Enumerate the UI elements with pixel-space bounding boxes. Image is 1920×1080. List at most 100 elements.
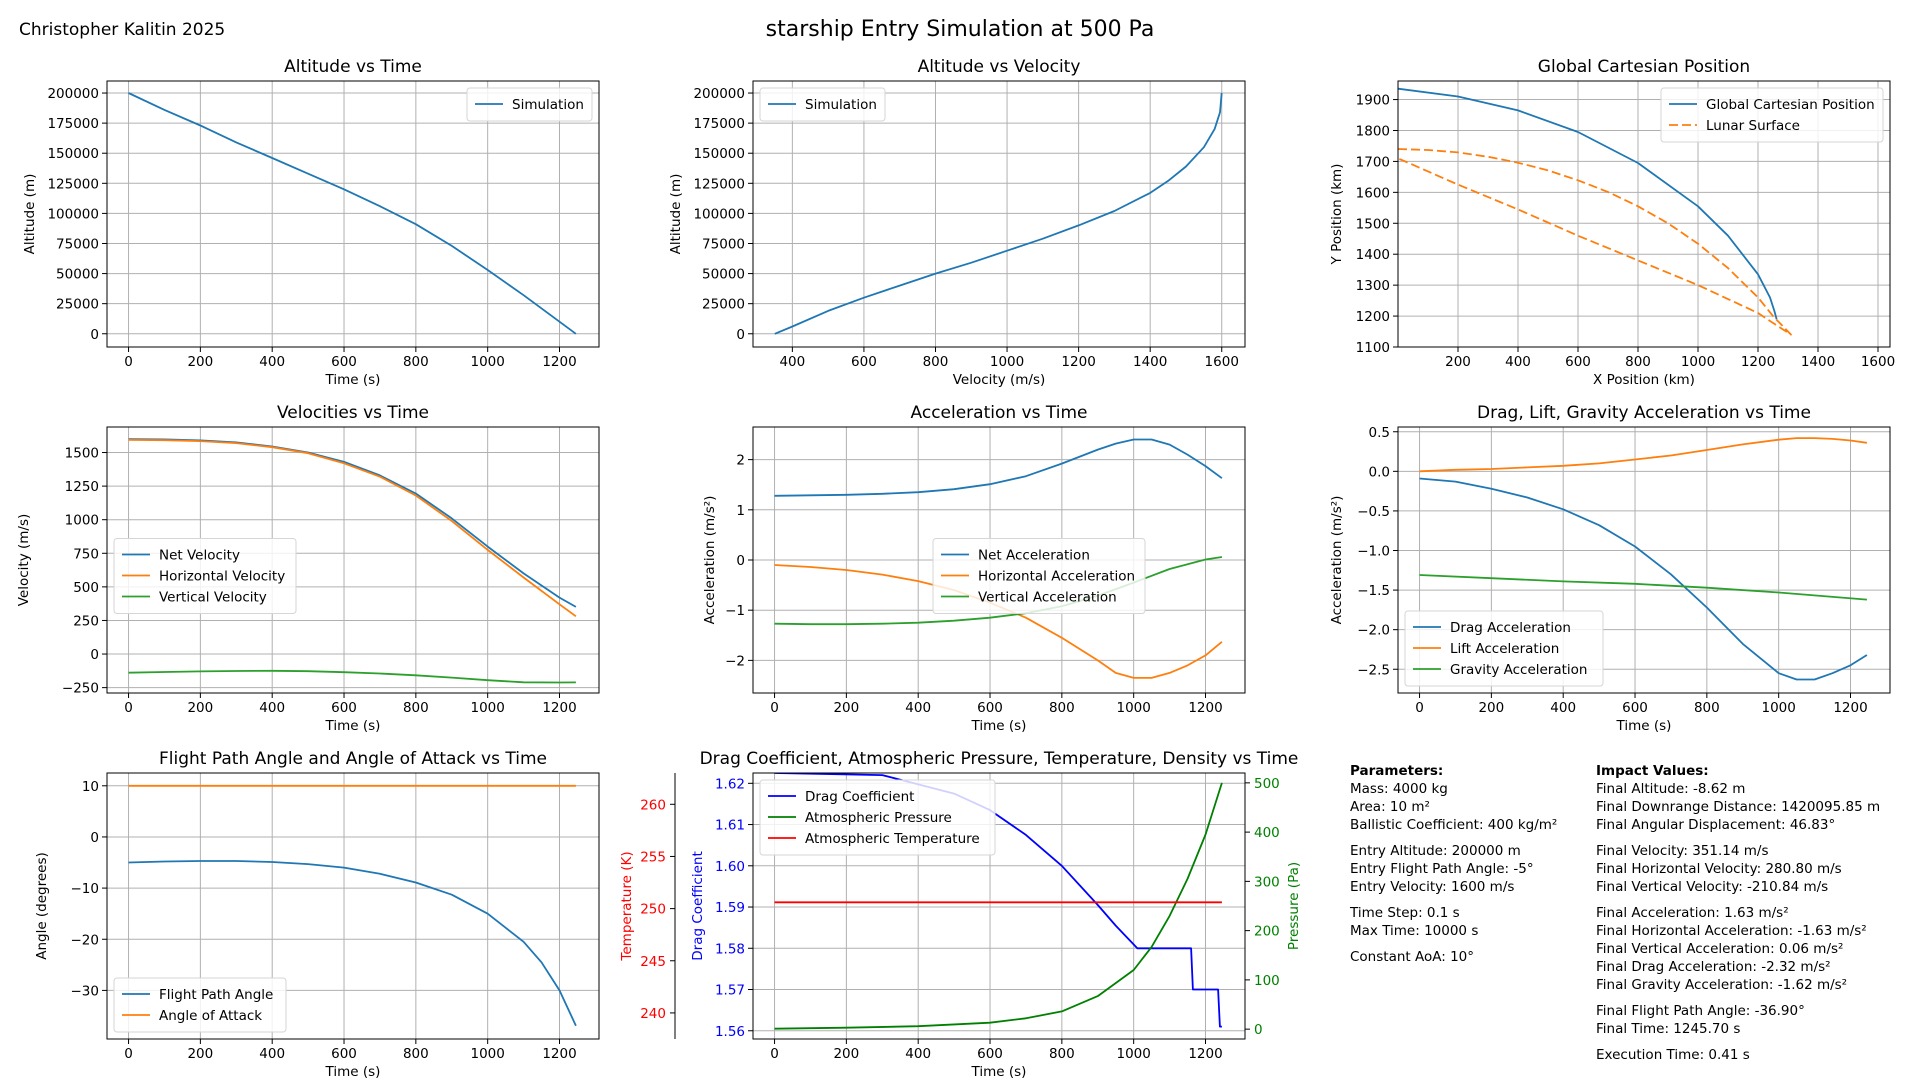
- x-tick-label: 200: [1445, 354, 1471, 370]
- series-line-horizontal-velocity: [128, 439, 577, 618]
- impact-line: Final Time: 1245.70 s: [1596, 1021, 1741, 1037]
- params-line: Entry Altitude: 200000 m: [1350, 843, 1521, 859]
- series-line-simulation: [128, 92, 577, 335]
- x-tick-label: 400: [905, 1046, 931, 1062]
- legend: Net Acceleration Horizontal Acceleration V…: [932, 538, 1146, 614]
- impact-line: Final Angular Displacement: 46.83°: [1596, 817, 1836, 833]
- y-tick-label: −2.5: [1357, 662, 1390, 678]
- x-tick-label: 200: [833, 700, 859, 716]
- series-line-net-acceleration: [774, 438, 1223, 497]
- y-tick-label: 1700: [1356, 154, 1390, 170]
- axes-frame: [106, 426, 600, 694]
- x-tick-label: 1600: [1861, 354, 1895, 370]
- legend-label: Simulation: [512, 97, 584, 113]
- x-axis-label: Velocity (m/s): [953, 372, 1046, 388]
- impact-line: Final Gravity Acceleration: -1.62 m/s²: [1596, 977, 1848, 993]
- series-line-lift-acceleration: [1419, 437, 1868, 473]
- params-line: Time Step: 0.1 s: [1350, 905, 1460, 921]
- y-tick-label: −1.0: [1357, 544, 1390, 560]
- legend-label: Flight Path Angle: [159, 987, 273, 1003]
- y-tick-label: −2.0: [1357, 623, 1390, 639]
- y-tick-label: 1.57: [715, 983, 745, 999]
- legend-label: Drag Acceleration: [1450, 620, 1571, 636]
- x-tick-label: 1000: [470, 700, 504, 716]
- chart-title: Acceleration vs Time: [911, 403, 1088, 423]
- x-tick-label: 1000: [1681, 354, 1715, 370]
- y-tick-label: 2: [736, 453, 745, 469]
- y-tick-label: 1: [736, 503, 745, 519]
- impact-line: Final Vertical Velocity: -210.84 m/s: [1596, 879, 1829, 895]
- y-tick-label: 500: [73, 580, 99, 596]
- impact-line: Final Flight Path Angle: -36.90°: [1596, 1003, 1805, 1019]
- x-tick-label: 1200: [1741, 354, 1775, 370]
- x-tick-label: 0: [124, 1046, 133, 1062]
- y-tick-label: 100000: [693, 206, 745, 222]
- y-tick-label: −1: [725, 603, 745, 619]
- y-tick-label: 1.62: [715, 776, 745, 792]
- y-tick-label: 25000: [56, 297, 99, 313]
- y-tick-label: 0: [90, 327, 99, 343]
- impact-line: Execution Time: 0.41 s: [1596, 1047, 1750, 1063]
- x-tick-label: 0: [1415, 700, 1424, 716]
- axes-frame: [106, 80, 600, 348]
- y-tick-label: 1300: [1356, 278, 1390, 294]
- x-tick-label: 600: [977, 700, 1003, 716]
- series-line-drag-acceleration: [1419, 477, 1868, 681]
- legend-label: Simulation: [805, 97, 877, 113]
- y-axis-label: Altitude (m): [22, 174, 38, 255]
- axes-frame: [752, 80, 1246, 348]
- y-right-tick-label: 500: [1254, 776, 1280, 792]
- x-tick-label: 800: [403, 700, 429, 716]
- figure-title: starship Entry Simulation at 500 Pa: [765, 17, 1155, 42]
- chart-dlg_time: Drag, Lift, Gravity Acceleration vs Time…: [1329, 403, 1891, 734]
- x-tick-label: 1200: [1188, 1046, 1222, 1062]
- x-tick-label: 200: [187, 354, 213, 370]
- params-line: Entry Velocity: 1600 m/s: [1350, 879, 1515, 895]
- parameters-panel: Parameters: Mass: 4000 kg Area: 10 m² Balli…: [1350, 762, 1557, 966]
- y-tick-label: −250: [62, 681, 99, 697]
- x-tick-label: 1200: [542, 1046, 576, 1062]
- y-tick-label: 100000: [47, 206, 99, 222]
- y-offset-tick-label: 260: [640, 797, 666, 813]
- chart-alt_vel: Altitude vs Velocity 400 600 800 1000 1200 140…: [668, 57, 1246, 388]
- impact-line: Final Velocity: 351.14 m/s: [1596, 843, 1769, 859]
- x-tick-label: 600: [331, 700, 357, 716]
- chart-title: Global Cartesian Position: [1538, 57, 1750, 77]
- impact-values-panel: Impact Values: Final Altitude: -8.62 m Fin…: [1596, 762, 1880, 1064]
- y-axis-label: Angle (degrees): [34, 852, 50, 960]
- y-right-axis-label: Pressure (Pa): [1286, 862, 1302, 950]
- legend-label: Global Cartesian Position: [1706, 97, 1875, 113]
- impact-line: Final Vertical Acceleration: 0.06 m/s²: [1596, 941, 1844, 957]
- legend-label: Atmospheric Pressure: [805, 810, 952, 826]
- x-tick-label: 600: [331, 1046, 357, 1062]
- impact-line: Final Acceleration: 1.63 m/s²: [1596, 905, 1789, 921]
- y-tick-label: 75000: [56, 236, 99, 252]
- x-tick-label: 1200: [1188, 700, 1222, 716]
- y-tick-label: 200000: [693, 86, 745, 102]
- y-tick-label: −1.5: [1357, 583, 1390, 599]
- y-offset-tick-label: 245: [640, 954, 666, 970]
- y-tick-label: 1500: [1356, 216, 1390, 232]
- y-offset-tick-label: 240: [640, 1006, 666, 1022]
- series-line-horizontal-acceleration: [774, 564, 1223, 679]
- chart-global_pos: Global Cartesian Position 200 400 600 800 100…: [1329, 57, 1895, 388]
- axes-frame: [1397, 80, 1891, 348]
- y-tick-label: −30: [71, 983, 100, 999]
- impact-line: Final Drag Acceleration: -2.32 m/s²: [1596, 959, 1831, 975]
- legend-label: Angle of Attack: [159, 1008, 262, 1024]
- x-tick-label: 0: [124, 354, 133, 370]
- grid: [107, 81, 599, 347]
- y-tick-label: 10: [82, 779, 99, 795]
- x-tick-label: 400: [1550, 700, 1576, 716]
- chart-title: Altitude vs Velocity: [918, 57, 1081, 77]
- legend-label: Vertical Acceleration: [978, 590, 1117, 606]
- y-tick-label: 1600: [1356, 185, 1390, 201]
- params-line: Area: 10 m²: [1350, 799, 1430, 815]
- x-tick-label: 400: [259, 1046, 285, 1062]
- series-line-vertical-velocity: [128, 669, 576, 684]
- y-tick-label: 200000: [47, 86, 99, 102]
- x-tick-label: 600: [1622, 700, 1648, 716]
- x-tick-label: 1200: [542, 700, 576, 716]
- impact-heading: Impact Values:: [1596, 763, 1709, 779]
